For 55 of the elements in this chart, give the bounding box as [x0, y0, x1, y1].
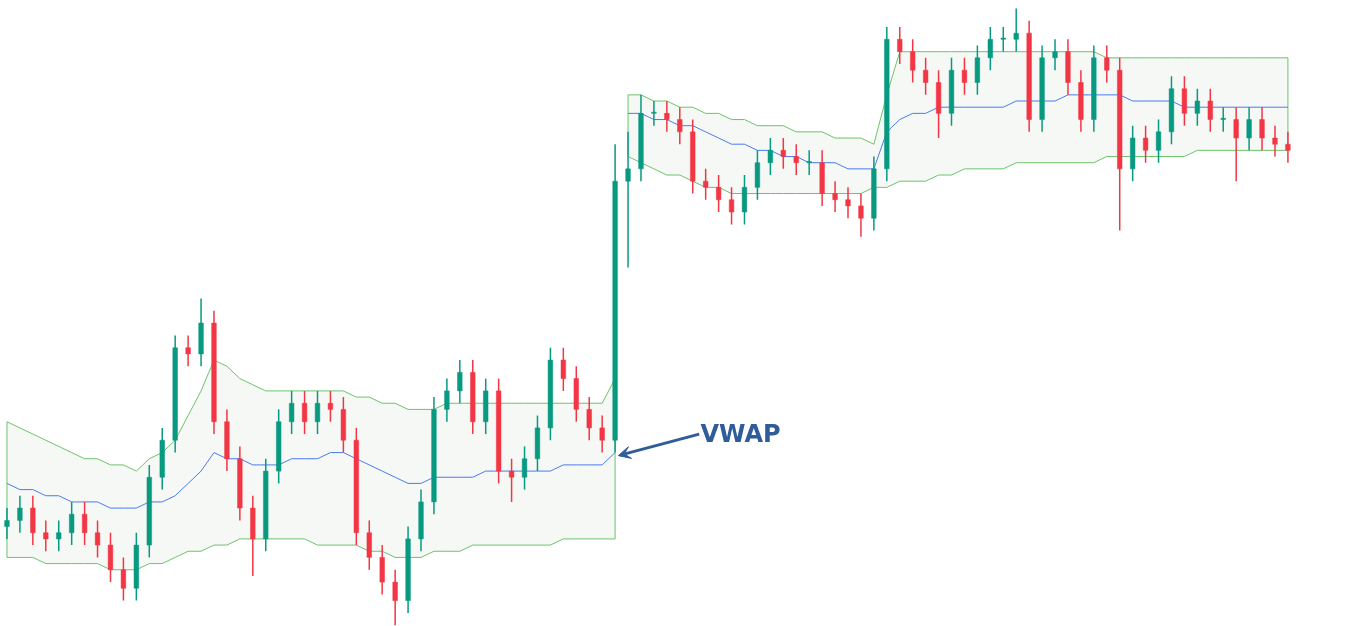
candlestick — [1104, 44, 1110, 84]
candlestick — [961, 57, 968, 96]
candlestick — [1259, 106, 1265, 152]
candlestick — [832, 180, 838, 213]
candlestick — [651, 100, 657, 127]
candlestick — [910, 38, 916, 84]
candlestick — [845, 186, 851, 219]
candlestick — [1233, 106, 1239, 182]
candlestick — [69, 501, 75, 546]
candlestick — [1000, 26, 1006, 53]
candlestick — [1285, 131, 1291, 164]
candlestick — [120, 556, 126, 602]
candlestick — [806, 149, 812, 176]
candlestick — [897, 26, 903, 65]
candlestick — [599, 414, 605, 454]
candlestick — [625, 131, 631, 269]
candlestick — [457, 359, 463, 404]
candlestick — [858, 192, 864, 238]
candlestick — [94, 519, 101, 559]
candlestick — [301, 390, 308, 435]
candlestick — [509, 457, 515, 503]
candlestick — [314, 390, 321, 435]
candlestick — [56, 519, 62, 553]
candlestick — [716, 174, 722, 213]
candlestick — [728, 186, 735, 226]
candlestick — [1246, 106, 1252, 152]
candlestick — [1013, 7, 1019, 53]
candlestick — [1220, 106, 1226, 133]
candlestick — [923, 57, 929, 96]
candlestick — [4, 507, 10, 540]
text: VWAP — [700, 420, 781, 449]
candlestick — [1052, 38, 1058, 71]
candlestick — [703, 168, 709, 201]
candlestick — [767, 137, 773, 176]
candlestick — [444, 377, 450, 423]
candlestick — [1194, 87, 1200, 127]
candlestick — [289, 390, 295, 435]
candlestick — [1143, 124, 1149, 164]
candlestick — [793, 143, 799, 176]
candlestick — [82, 501, 88, 546]
candlestick — [43, 519, 49, 553]
candlestick — [1272, 124, 1278, 158]
candlestick — [1155, 118, 1162, 164]
candlestick — [392, 569, 398, 626]
candlestick — [677, 106, 683, 145]
candlestick — [521, 445, 528, 491]
candlestick — [560, 346, 566, 392]
candlestick — [1207, 87, 1213, 133]
candlestick — [185, 334, 191, 367]
candlestick — [987, 26, 993, 71]
candlestick — [327, 390, 334, 423]
candlestick — [586, 396, 592, 441]
candlestick — [664, 100, 670, 133]
candlestick — [780, 137, 786, 170]
candlestick — [17, 495, 23, 534]
